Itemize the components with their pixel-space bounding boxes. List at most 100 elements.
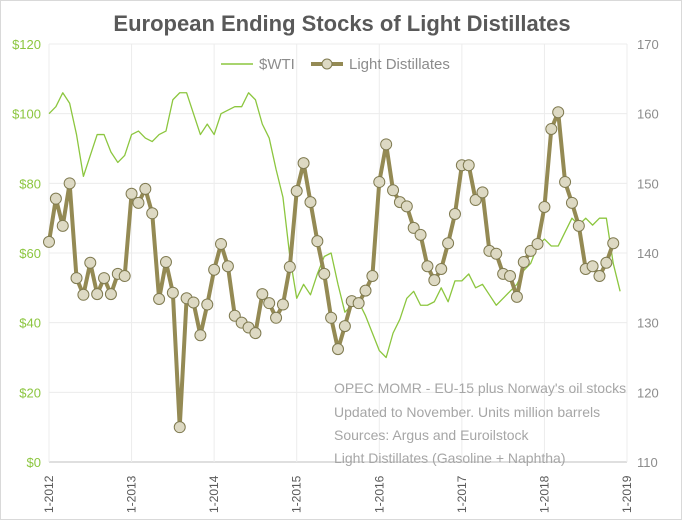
light-distillates-point [139, 182, 152, 195]
light-distillates-point [545, 122, 558, 135]
light-distillates-point [118, 269, 131, 282]
light-distillates-point [531, 237, 544, 250]
y-right-tick-label: 110 [637, 455, 658, 470]
light-distillates-point [132, 196, 145, 209]
light-distillates-point [146, 207, 159, 220]
x-tick-label: 1-2016 [372, 475, 386, 513]
light-distillates-point [153, 292, 166, 305]
light-distillates-point [56, 219, 69, 232]
light-distillates-point [249, 327, 262, 340]
y-right-tick-label: 120 [637, 385, 659, 400]
light-distillates-point [318, 267, 331, 280]
y-right-tick-label: 150 [637, 176, 659, 191]
light-distillates-point [159, 256, 172, 269]
light-distillates-point [43, 235, 55, 248]
x-tick-label: 1-2017 [455, 475, 469, 513]
light-distillates-point [559, 175, 572, 188]
light-distillates-point [421, 260, 434, 273]
light-distillates-point [565, 196, 578, 209]
x-tick-label: 1-2015 [290, 475, 304, 513]
y-left-tick-label: $80 [19, 176, 41, 191]
y-right-tick-label: 160 [637, 107, 659, 122]
chart-title: European Ending Stocks of Light Distilla… [113, 11, 570, 36]
light-distillates-point [325, 311, 338, 324]
light-distillates-point [373, 175, 386, 188]
light-distillates-point [215, 237, 228, 250]
y-left-tick-label: $60 [19, 246, 41, 261]
y-left-tick-label: $100 [12, 107, 41, 122]
light-distillates-point [173, 421, 186, 434]
light-distillates-point [70, 272, 83, 285]
light-distillates-point [428, 274, 441, 287]
light-distillates-point [311, 235, 324, 248]
annotation-line: OPEC MOMR - EU-15 plus Norway's oil stoc… [334, 380, 626, 396]
annotation-line: Updated to November. Units million barre… [334, 404, 600, 420]
light-distillates-point [600, 256, 613, 269]
light-distillates-point [125, 187, 138, 200]
light-distillates-point [593, 269, 606, 282]
light-distillates-point [462, 159, 475, 172]
light-distillates-point [387, 184, 400, 197]
light-distillates-point [208, 263, 221, 276]
y-left-tick-label: $20 [19, 385, 41, 400]
light-distillates-point [490, 247, 503, 260]
light-distillates-point [510, 290, 523, 303]
light-distillates-point [77, 288, 90, 301]
light-distillates-point [304, 196, 317, 209]
light-distillates-point [332, 343, 344, 356]
y-left-tick-label: $0 [27, 455, 41, 470]
annotation-line: Sources: Argus and Euroilstock [334, 427, 530, 443]
legend-ld-marker [321, 58, 333, 70]
light-distillates-point [366, 269, 379, 282]
light-distillates-point [469, 194, 482, 207]
light-distillates-point [435, 263, 448, 276]
light-distillates-point [201, 298, 214, 311]
light-distillates-point [256, 288, 269, 301]
light-distillates-point [270, 311, 283, 324]
light-distillates-point [400, 200, 413, 213]
light-distillates-point [194, 329, 207, 342]
light-distillates-point [63, 177, 76, 190]
y-right-tick-label: 130 [637, 316, 659, 331]
legend-ld-label: Light Distillates [349, 56, 450, 73]
light-distillates-point [221, 260, 234, 273]
y-left-tick-label: $120 [12, 37, 41, 52]
annotation-line: Light Distillates (Gasoline + Naphtha) [334, 450, 566, 466]
y-right-tick-label: 140 [637, 246, 659, 261]
light-distillates-point [187, 296, 200, 309]
light-distillates-point [586, 260, 599, 273]
annotation: OPEC MOMR - EU-15 plus Norway's oil stoc… [334, 380, 626, 466]
light-distillates-point [49, 192, 62, 205]
light-distillates-point [98, 272, 111, 285]
light-distillates-point [380, 138, 393, 151]
y-left-tick-label: $40 [19, 316, 41, 331]
light-distillates-point [552, 106, 565, 119]
light-distillates-point [338, 320, 351, 333]
legend-wti-label: $WTI [259, 56, 295, 73]
light-distillates-point [283, 260, 296, 273]
x-tick-label: 1-2012 [42, 475, 56, 513]
light-distillates-point [448, 207, 461, 220]
light-distillates-point [504, 269, 517, 282]
x-tick-label: 1-2014 [207, 475, 221, 513]
x-tick-label: 1-2019 [620, 475, 634, 513]
x-tick-label: 1-2018 [537, 475, 551, 513]
light-distillates-point [538, 201, 551, 214]
light-distillates-point [352, 297, 365, 310]
light-distillates-point [104, 288, 117, 301]
light-distillates-point [414, 228, 427, 241]
light-distillates-point [476, 186, 489, 199]
light-distillates-point [297, 157, 310, 170]
light-distillates-point [91, 288, 104, 301]
light-distillates-point [84, 256, 97, 269]
y-right-tick-label: 170 [637, 37, 659, 52]
light-distillates-point [263, 297, 276, 310]
light-distillates-point [276, 298, 289, 311]
light-distillates-point [166, 286, 179, 299]
light-distillates-point [442, 237, 455, 250]
x-tick-label: 1-2013 [125, 475, 139, 513]
light-distillates-point [572, 219, 585, 232]
light-distillates-point [290, 184, 303, 197]
